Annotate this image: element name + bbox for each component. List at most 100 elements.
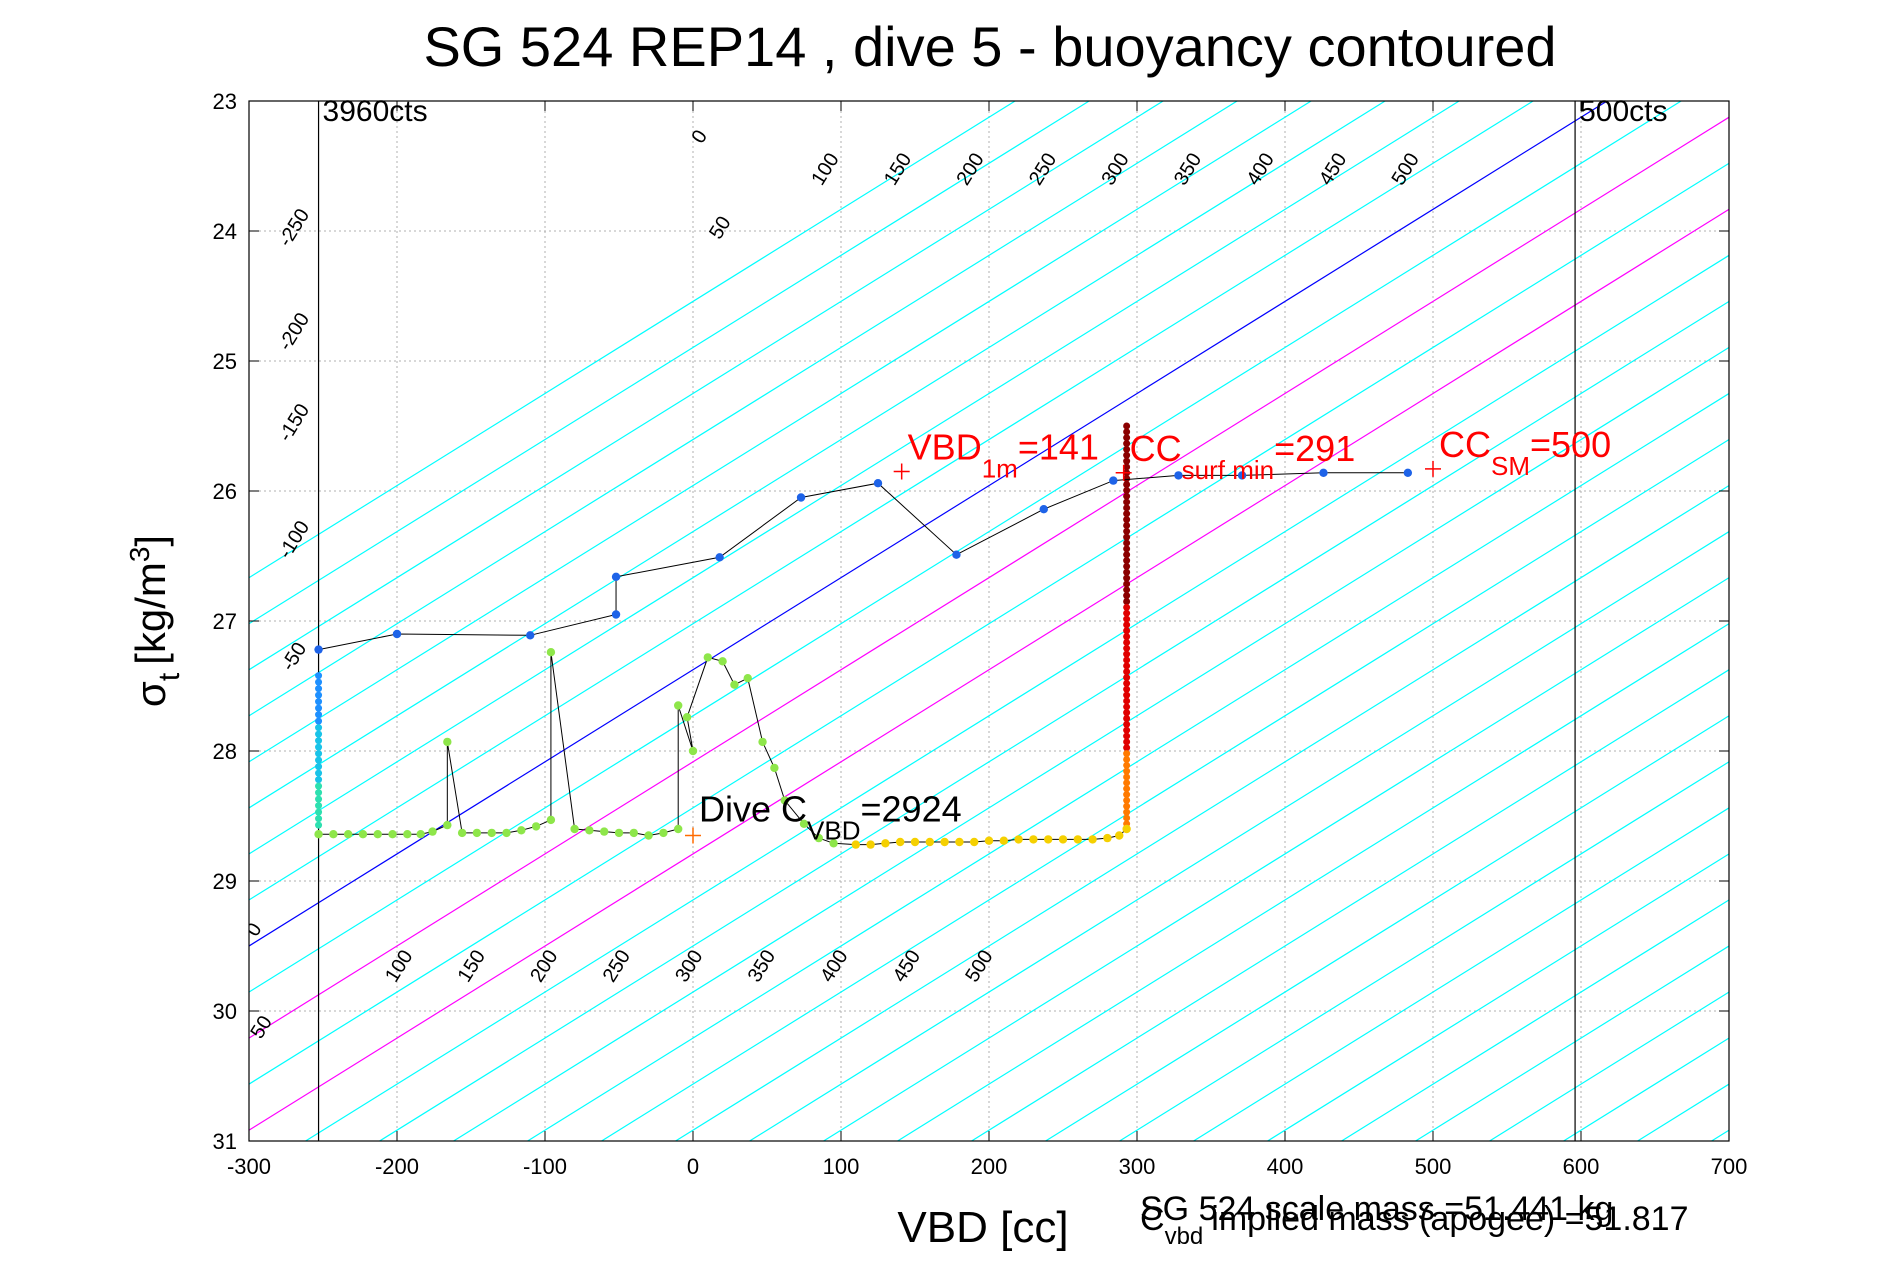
x-axis-label: VBD [cc] <box>897 1203 1068 1252</box>
series-point <box>925 837 934 847</box>
scale-mass-note: SG 524 scale mass =51.441 kg <box>1140 1190 1613 1228</box>
apogee-column-point <box>1123 451 1131 459</box>
apogee-column-point <box>1123 574 1131 582</box>
series-point <box>952 550 961 559</box>
apogee-column-point <box>1123 463 1131 471</box>
series-point <box>1174 471 1183 480</box>
count-limit-label: 3960cts <box>323 95 428 128</box>
apogee-column-point <box>1123 779 1131 787</box>
series-point <box>1029 835 1038 844</box>
series-point <box>829 839 838 848</box>
series-point <box>611 610 621 619</box>
cyan-column-point <box>315 672 323 680</box>
cyan-column-point <box>315 737 323 745</box>
marker-label-base: Dive C <box>699 789 807 830</box>
series-point <box>743 674 752 683</box>
cyan-column-point <box>315 756 323 764</box>
contour-line <box>249 101 1164 671</box>
cyan-column-point <box>315 776 323 784</box>
apogee-column-point <box>1123 533 1131 541</box>
contour-line <box>249 101 1312 763</box>
series-point <box>392 629 402 639</box>
cyan-column-point <box>315 782 323 790</box>
apogee-column-point <box>1123 697 1131 705</box>
contour-line-magenta <box>249 116 1729 1039</box>
cyan-column-point <box>315 769 323 777</box>
contour-line <box>249 101 1534 901</box>
apogee-column-point <box>1123 679 1131 687</box>
apogee-column-point <box>1123 434 1131 442</box>
cyan-column-point <box>315 750 323 758</box>
x-tick-label: -300 <box>227 1154 271 1179</box>
marker-label-sub: 1m <box>982 454 1018 484</box>
apogee-column-point <box>1123 685 1131 693</box>
series-point <box>416 830 425 839</box>
contour-line <box>1415 945 1729 1141</box>
contour-line <box>527 392 1729 1141</box>
apogee-column-point <box>1123 498 1131 506</box>
cyan-column-point <box>315 704 323 712</box>
axis-ticks: -300 -200 -100 0 100 200 300 400 500 600 700 23 24 25… <box>213 89 1748 1179</box>
contour-line <box>249 101 1460 855</box>
apogee-column-point <box>1123 633 1131 641</box>
contour-line <box>249 101 1238 717</box>
apogee-column-point <box>1123 715 1131 722</box>
apogee-column-point <box>1123 551 1131 559</box>
cyan-column-point <box>315 711 323 719</box>
contour-line-zero <box>249 101 1608 947</box>
cyan-column-point <box>315 789 323 797</box>
series-point <box>546 815 556 825</box>
apogee-column-point <box>1123 814 1131 822</box>
contour-line <box>1193 807 1729 1141</box>
apogee-column-point <box>1123 580 1131 588</box>
implied-mass-note-sub: vbd <box>1165 1223 1204 1250</box>
marker-label-value: =291 <box>1274 428 1355 469</box>
series-point <box>403 830 412 839</box>
y-tick-label: 28 <box>213 739 237 764</box>
series-point <box>910 837 920 847</box>
y-tick-label: 31 <box>213 1129 237 1154</box>
apogee-column-point <box>1123 791 1131 799</box>
apogee-column-point <box>1123 662 1131 670</box>
apogee-column-point <box>1123 445 1131 453</box>
cyan-column-point <box>315 802 323 810</box>
series-point <box>1058 835 1068 844</box>
contour-line <box>249 101 1016 579</box>
apogee-column-point <box>1123 750 1131 758</box>
series-point <box>866 840 875 849</box>
apogee-column-point <box>1123 674 1131 682</box>
y-tick-label: 27 <box>213 609 237 634</box>
contour-line <box>1119 761 1729 1141</box>
apogee-column-point <box>1123 650 1131 658</box>
chart-title: SG 524 REP14 , dive 5 - buoyancy contour… <box>423 15 1556 78</box>
contour-line <box>1341 899 1729 1141</box>
contour-line <box>601 438 1729 1141</box>
marker-label-value: =500 <box>1530 424 1611 465</box>
marker-label: VBD1m=141 <box>908 427 1099 484</box>
apogee-column-point <box>1123 621 1131 629</box>
x-tick-label: 0 <box>687 1154 699 1179</box>
series-point <box>1237 471 1247 480</box>
cyan-column-point <box>315 685 323 693</box>
dive-series <box>314 422 1413 849</box>
series-point <box>517 826 526 835</box>
contour-line <box>1045 715 1729 1141</box>
series-point <box>443 820 452 830</box>
cyan-column-point <box>315 730 323 738</box>
cyan-column-point <box>315 678 323 686</box>
series-point <box>472 828 482 838</box>
series-point <box>531 822 541 831</box>
contour-line <box>379 300 1729 1141</box>
series-point <box>851 840 860 849</box>
y-axis-label-base: σ <box>127 681 174 707</box>
series-point <box>1122 824 1131 834</box>
series-point <box>715 553 724 562</box>
contour-line-magenta <box>249 208 1729 1131</box>
y-tick-label: 30 <box>213 999 237 1024</box>
cyan-column-point <box>315 763 323 771</box>
series-point <box>1039 505 1048 514</box>
contour-line <box>1786 101 1891 1141</box>
apogee-column-point <box>1123 627 1131 635</box>
